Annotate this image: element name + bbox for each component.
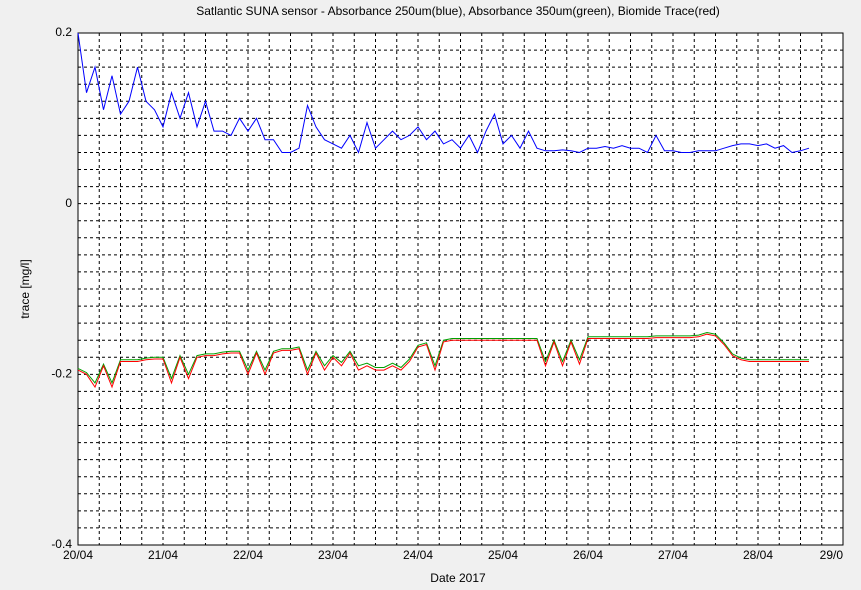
x-tick-label: 22/04: [233, 548, 263, 562]
data-line: [77, 331, 809, 385]
y-tick-label: -0.4: [51, 537, 72, 551]
y-tick-label: 0.2: [55, 25, 72, 39]
x-tick-label: 26/04: [573, 548, 603, 562]
x-tick-label: 21/04: [148, 548, 178, 562]
x-tick-label: 24/04: [403, 548, 433, 562]
plot-border: [77, 32, 844, 546]
y-tick-label: 0: [65, 196, 72, 210]
x-tick-label: 27/04: [658, 548, 688, 562]
x-tick-label: 25/04: [488, 548, 518, 562]
x-tick-label: 20/04: [63, 548, 93, 562]
y-tick-label: -0.2: [51, 367, 72, 381]
y-axis-label: trace [mg/l]: [18, 259, 32, 318]
x-tick-label: 29/0: [820, 548, 844, 562]
data-line: [77, 333, 809, 389]
data-line: [77, 32, 810, 154]
x-axis-label: Date 2017: [430, 571, 486, 585]
x-tick-label: 23/04: [318, 548, 348, 562]
chart-title: Satlantic SUNA sensor - Absorbance 250um…: [196, 4, 720, 18]
x-tick-label: 28/04: [743, 548, 773, 562]
